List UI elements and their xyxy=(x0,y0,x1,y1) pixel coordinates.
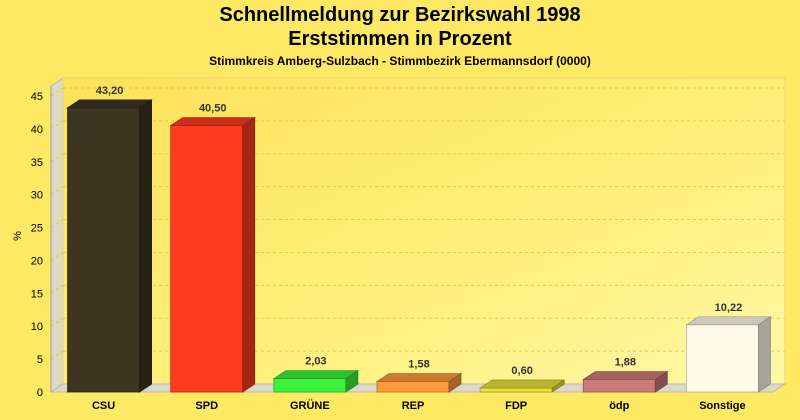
bar-top xyxy=(581,371,669,381)
bar-side xyxy=(448,372,462,393)
bar-rep[interactable] xyxy=(376,381,450,393)
bar-top xyxy=(375,373,463,383)
x-tick-label: CSU xyxy=(92,400,115,412)
bar-side xyxy=(551,379,565,393)
data-label: 10,22 xyxy=(715,302,743,314)
y-tick-label: 10 xyxy=(31,321,43,333)
x-tick-label: ödp xyxy=(609,400,629,412)
y-tick-label: 35 xyxy=(31,157,43,169)
gridline-side xyxy=(50,153,64,163)
y-tick-label: 0 xyxy=(37,387,43,399)
x-tick-label: Sonstige xyxy=(699,400,745,412)
bar-side xyxy=(345,369,359,393)
bar-side xyxy=(242,116,256,393)
gridline-side xyxy=(50,284,64,294)
bar-fdp[interactable] xyxy=(479,387,553,393)
gridline-side xyxy=(50,317,64,327)
y-tick-label: 15 xyxy=(31,288,43,300)
bar-spd[interactable] xyxy=(170,125,244,393)
chart-title-line-2: Erststimmen in Prozent xyxy=(288,28,512,50)
data-label: 1,88 xyxy=(615,357,636,369)
gridline-side xyxy=(50,120,64,130)
bar-grüne[interactable] xyxy=(273,378,347,393)
data-label: 1,58 xyxy=(408,359,429,371)
x-tick-label: REP xyxy=(402,400,425,412)
y-tick-label: 45 xyxy=(31,91,43,103)
x-tick-label: SPD xyxy=(195,400,218,412)
bar-ödp[interactable] xyxy=(582,379,656,393)
gridline-side xyxy=(50,87,64,97)
x-tick-label: FDP xyxy=(505,400,527,412)
data-label: 43,20 xyxy=(96,85,124,97)
bar-top xyxy=(169,117,257,126)
gridline-side xyxy=(50,186,64,196)
chart-title: Schnellmeldung zur Bezirkswahl 1998 xyxy=(219,4,581,26)
bar-top xyxy=(685,316,772,326)
y-tick-label: 20 xyxy=(31,255,43,267)
chart-subtitle: Stimmkreis Amberg-Sulzbach - Stimmbezirk… xyxy=(209,54,591,68)
y-axis-label: % xyxy=(12,231,24,241)
bar-top xyxy=(272,370,360,380)
bar-top xyxy=(66,99,153,109)
data-label: 2,03 xyxy=(305,356,326,368)
y-tick-label: 5 xyxy=(37,354,43,366)
x-tick-label: GRÜNE xyxy=(290,399,330,412)
bar-side xyxy=(654,370,668,393)
bar-sonstige[interactable] xyxy=(686,324,759,393)
gridline-side xyxy=(50,252,64,261)
data-label: 0,60 xyxy=(511,365,532,377)
y-tick-label: 25 xyxy=(31,223,43,235)
data-label: 40,50 xyxy=(199,103,227,115)
bar-csu[interactable] xyxy=(67,107,140,393)
y-tick-label: 30 xyxy=(31,190,43,202)
bar-side xyxy=(758,316,771,393)
gridline-side xyxy=(50,350,64,360)
gridline-side xyxy=(50,219,64,228)
bar-side xyxy=(139,99,152,393)
y-tick-label: 40 xyxy=(31,124,43,136)
bar-top xyxy=(478,379,566,389)
